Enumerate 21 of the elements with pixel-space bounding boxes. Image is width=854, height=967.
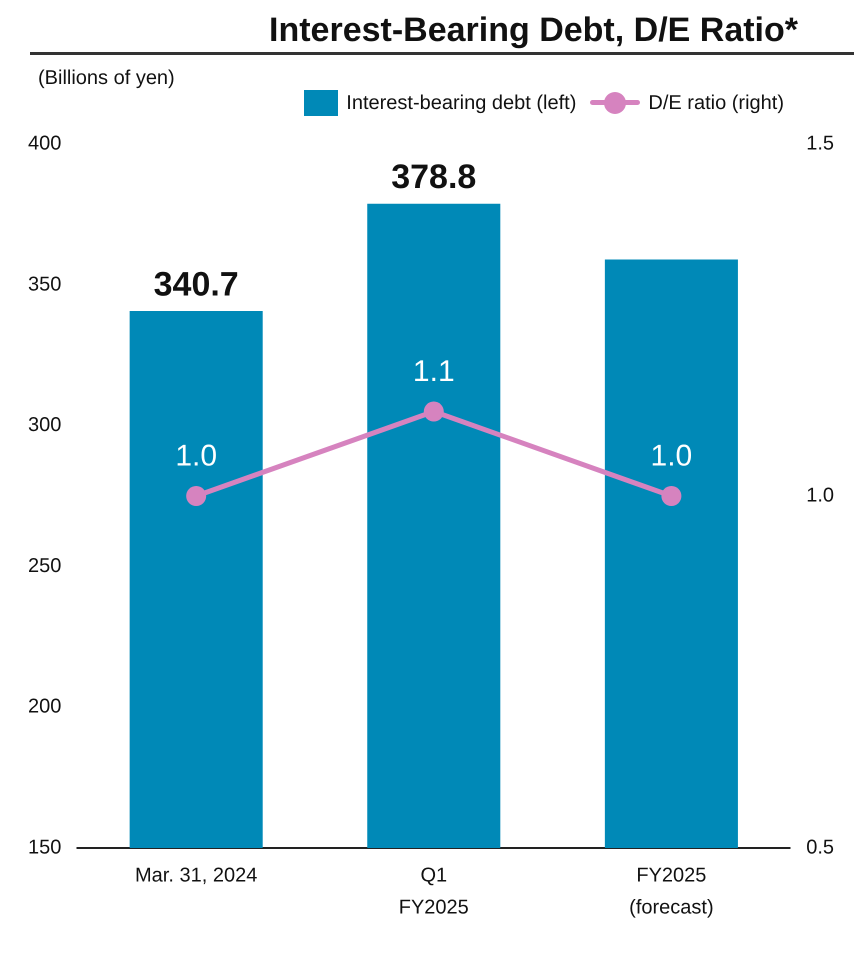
y-tick-label: 250 — [28, 554, 62, 577]
y2-tick-label: 1.5 — [806, 132, 834, 155]
y2-tick-label: 1.0 — [806, 484, 834, 507]
y-tick-label: 150 — [28, 836, 62, 859]
x-tick-label: Mar. 31, 2024 — [135, 864, 258, 887]
chart-title: Interest-Bearing Debt, D/E Ratio* — [30, 8, 854, 55]
y2-tick-label: 0.5 — [806, 836, 834, 859]
x-tick-label: FY2025 (forecast) — [629, 864, 714, 919]
y-tick-label: 350 — [28, 273, 62, 296]
y-tick-label: 300 — [28, 414, 62, 436]
data-label: 1.1 — [412, 354, 455, 388]
legend-label: D/E ratio (right) — [648, 92, 784, 114]
data-label: 378.8 — [391, 158, 476, 196]
data-label: 1.0 — [175, 439, 218, 472]
y-tick-label: 200 — [28, 696, 62, 718]
data-label: 340.7 — [154, 265, 239, 304]
y-tick-label: 400 — [28, 132, 62, 155]
legend-label: Interest-bearing debt (left) — [346, 92, 576, 114]
x-tick-label: Q1 FY2025 — [398, 864, 469, 919]
data-label: 1.0 — [650, 439, 692, 472]
y-axis-title: (Billions of yen) — [38, 67, 176, 90]
